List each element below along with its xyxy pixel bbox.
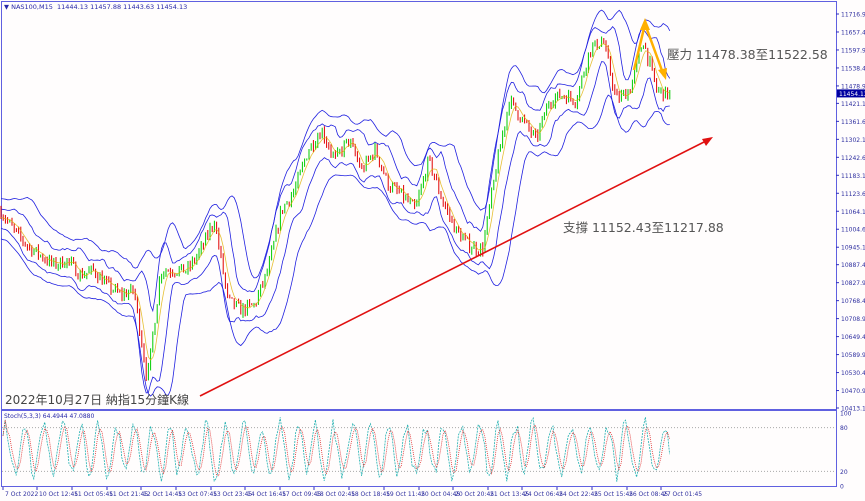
stoch-level-label: 20 xyxy=(840,469,848,476)
time-tick-label: 20 Oct 20:45 xyxy=(455,491,494,498)
price-tick-label: 10413.15 xyxy=(841,406,865,413)
stoch-main-line xyxy=(2,416,670,482)
time-tick-label: 11 Oct 05:45 xyxy=(74,491,113,498)
moving-average-line xyxy=(0,43,670,361)
price-tick-label: 11183.15 xyxy=(841,173,865,180)
outer-band-lower xyxy=(0,94,670,397)
price-tick-label: 11538.40 xyxy=(841,65,865,72)
time-tick-label: 13 Oct 07:45 xyxy=(178,491,217,498)
ohlc-values: 11444.13 11457.88 11443.63 11454.13 xyxy=(57,3,188,11)
price-tick-label: 11242.65 xyxy=(841,155,865,162)
price-tick-label: 11421.15 xyxy=(841,101,865,108)
time-tick-label: 21 Oct 13:45 xyxy=(490,491,529,498)
price-tick-label: 11657.40 xyxy=(841,29,865,36)
stoch-level-label: 100 xyxy=(840,411,852,418)
price-tick-label: 10589.90 xyxy=(841,352,865,359)
stoch-label: Stoch(5,3,3) 64.4944 47.0880 xyxy=(4,413,95,420)
triangle-down-icon[interactable]: ▼ xyxy=(4,3,9,11)
stoch-plot-border xyxy=(1,410,837,487)
time-tick-label: 7 Oct 2022 xyxy=(5,491,38,498)
time-tick-label: 14 Oct 16:45 xyxy=(247,491,286,498)
price-tick-label: 10768.40 xyxy=(841,298,865,305)
resistance-arrowhead-end xyxy=(658,68,667,80)
time-tick-label: 18 Oct 02:45 xyxy=(316,491,355,498)
price-tick-label: 11597.90 xyxy=(841,47,865,54)
price-tick-label: 11004.65 xyxy=(841,227,865,234)
stoch-signal-line xyxy=(2,419,670,477)
support-annotation: 支撐 11152.43至11217.88 xyxy=(563,220,724,235)
price-tick-label: 10708.90 xyxy=(841,316,865,323)
time-tick-label: 24 Oct 22:45 xyxy=(559,491,598,498)
time-tick-label: 20 Oct 04:45 xyxy=(421,491,460,498)
price-axis: 11716.90 11657.40 11597.90 11538.40 11478.90… xyxy=(2,12,865,491)
price-tick-label: 11361.65 xyxy=(841,119,865,126)
symbol-label: NAS100,M15 xyxy=(11,3,53,11)
time-tick-label: 27 Oct 01:45 xyxy=(663,491,702,498)
inner-band-lower xyxy=(0,61,670,394)
time-tick-label: 25 Oct 15:45 xyxy=(594,491,633,498)
resistance-arrowhead xyxy=(640,18,650,30)
price-tick-label: 11478.90 xyxy=(841,83,865,90)
time-tick-label: 10 Oct 12:45 xyxy=(39,491,78,498)
current-price-marker xyxy=(837,89,865,98)
time-tick-label: 13 Oct 23:45 xyxy=(213,491,252,498)
time-tick-label: 19 Oct 11:45 xyxy=(386,491,425,498)
current-price-label: 11454.13 xyxy=(839,91,865,98)
time-tick-label: 17 Oct 09:45 xyxy=(282,491,321,498)
support-arrowhead xyxy=(702,137,713,146)
inner-band-upper xyxy=(0,25,671,313)
time-tick-label: 12 Oct 14:45 xyxy=(143,491,182,498)
chart-header: ▼ NAS100,M15 11444.13 11457.88 11443.63 … xyxy=(4,3,187,11)
time-tick-label: 11 Oct 21:45 xyxy=(109,491,148,498)
bollinger-bands xyxy=(0,9,671,397)
time-tick-label: 24 Oct 06:45 xyxy=(524,491,563,498)
price-tick-label: 10470.90 xyxy=(841,388,865,395)
main-plot-border xyxy=(1,1,837,410)
price-tick-label: 10945.15 xyxy=(841,245,865,252)
chart-caption: 2022年10月27日 納指15分鐘K線 xyxy=(5,393,190,407)
price-tick-label: 11123.65 xyxy=(841,191,865,198)
resistance-annotation: 壓力 11478.38至11522.58 xyxy=(667,47,828,62)
outer-band-upper xyxy=(0,9,671,279)
price-tick-label: 11064.15 xyxy=(841,209,865,216)
stochastic-lines xyxy=(2,416,670,482)
stoch-level-label: 80 xyxy=(840,425,848,432)
price-tick-label: 11302.15 xyxy=(841,137,865,144)
candles xyxy=(0,36,671,382)
time-tick-label: 18 Oct 18:45 xyxy=(351,491,390,498)
resistance-arrow xyxy=(632,19,666,77)
price-tick-label: 10827.90 xyxy=(841,280,865,287)
support-trendline xyxy=(199,139,709,397)
stoch-level-label: 0 xyxy=(840,484,844,491)
price-tick-label: 10649.40 xyxy=(841,334,865,341)
price-tick-label: 10530.40 xyxy=(841,370,865,377)
price-tick-label: 10887.40 xyxy=(841,262,865,269)
price-tick-label: 11716.90 xyxy=(841,12,865,19)
time-tick-label: 26 Oct 08:45 xyxy=(629,491,668,498)
